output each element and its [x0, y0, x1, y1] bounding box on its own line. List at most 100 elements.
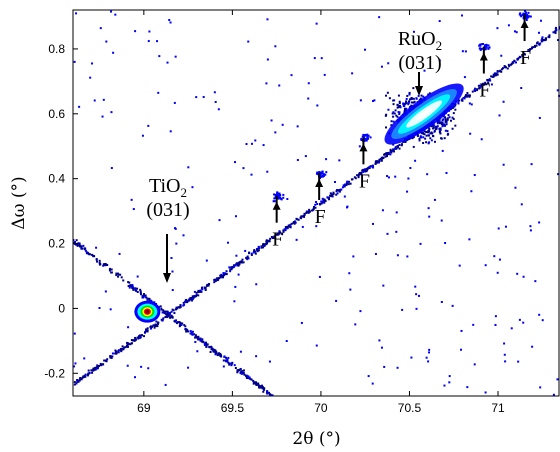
streak-point: [230, 266, 233, 269]
fringe-point: [277, 197, 280, 200]
cloud-point: [407, 103, 410, 106]
streak-point: [205, 284, 208, 287]
cloud-point: [412, 136, 415, 139]
fringe-point: [527, 11, 530, 14]
streak-point: [254, 252, 257, 255]
streak-point: [197, 291, 200, 294]
streak-point: [105, 359, 108, 362]
streak-point: [145, 328, 148, 331]
streak-point: [246, 255, 249, 258]
streak-point: [199, 337, 202, 340]
fringe-label: F: [479, 79, 490, 101]
noise-point: [458, 264, 461, 267]
streak-point: [76, 380, 79, 383]
streak-point: [254, 381, 257, 384]
noise-point: [440, 219, 443, 222]
streak-point: [144, 330, 147, 333]
noise-point: [538, 116, 541, 119]
streak-point: [170, 314, 173, 317]
noise-point: [371, 382, 374, 385]
streak-point: [200, 338, 203, 341]
cloud-point: [444, 129, 447, 132]
streak-point: [293, 222, 296, 225]
streak-point: [286, 226, 289, 229]
cloud-point: [444, 120, 447, 123]
noise-point: [513, 30, 516, 33]
streak-point: [482, 82, 485, 85]
ruo2-peak-contour: [415, 107, 433, 121]
ruo2-label-formula: RuO2: [398, 28, 442, 53]
streak-point: [74, 241, 77, 244]
streak-point: [238, 263, 241, 266]
streak-point: [277, 233, 280, 236]
cloud-point: [454, 108, 457, 111]
streak-point: [479, 85, 482, 88]
noise-point: [417, 294, 420, 297]
noise-point: [531, 345, 534, 348]
noise-point: [104, 290, 107, 293]
streak-point: [167, 314, 170, 317]
streak-point: [223, 355, 226, 358]
streak-point: [227, 361, 230, 364]
cloud-point: [392, 143, 395, 146]
streak-point: [452, 105, 455, 108]
cloud-point: [428, 141, 431, 144]
noise-point: [529, 225, 532, 228]
streak-point: [100, 364, 103, 367]
streak-point: [164, 315, 167, 318]
fringe-point: [523, 12, 526, 15]
cloud-point: [427, 134, 430, 137]
cloud-point: [437, 121, 440, 124]
streak-point: [536, 41, 539, 44]
streak-point: [511, 62, 514, 65]
fringe-point: [488, 46, 491, 49]
streak-point: [402, 140, 405, 143]
noise-point: [430, 139, 433, 142]
streak-point: [277, 400, 279, 402]
streak-point: [155, 323, 158, 326]
streak-point: [115, 274, 118, 277]
fringe-point: [276, 191, 279, 194]
streak-point: [194, 295, 197, 298]
streak-point: [195, 336, 198, 339]
noise-point: [497, 227, 500, 230]
streak-point: [153, 301, 156, 304]
noise-point: [296, 125, 299, 128]
streak-point: [87, 372, 90, 375]
cloud-point: [438, 131, 441, 134]
streak-point: [108, 267, 111, 270]
streak-point: [195, 291, 198, 294]
fringe-point: [364, 138, 367, 141]
noise-point: [187, 166, 190, 169]
streak-point: [228, 362, 231, 365]
streak-point: [529, 48, 532, 51]
streak-point: [518, 55, 521, 58]
streak-point: [179, 323, 182, 326]
streak-point: [208, 346, 211, 349]
streak-point: [258, 386, 261, 389]
cloud-point: [394, 109, 397, 112]
noise-point: [412, 30, 415, 33]
x-tick-label: 70: [314, 401, 328, 415]
streak-point: [555, 26, 558, 29]
noise-point: [110, 10, 113, 13]
noise-point: [182, 234, 185, 237]
noise-point: [127, 326, 130, 329]
streak-point: [496, 70, 499, 73]
cloud-point: [418, 137, 421, 140]
streak-point: [121, 347, 124, 350]
cloud-point: [423, 130, 426, 133]
streak-point: [127, 285, 130, 288]
streak-point: [138, 335, 141, 338]
streak-point: [377, 160, 380, 163]
streak-point: [111, 355, 114, 358]
streak-point: [554, 30, 557, 33]
streak-point: [128, 286, 131, 289]
streak-point: [353, 176, 356, 179]
streak-point: [156, 325, 159, 328]
streak-point: [110, 268, 113, 271]
streak-point: [477, 84, 480, 87]
noise-point: [504, 360, 507, 363]
streak-point: [84, 373, 87, 376]
streak-point: [287, 224, 290, 227]
